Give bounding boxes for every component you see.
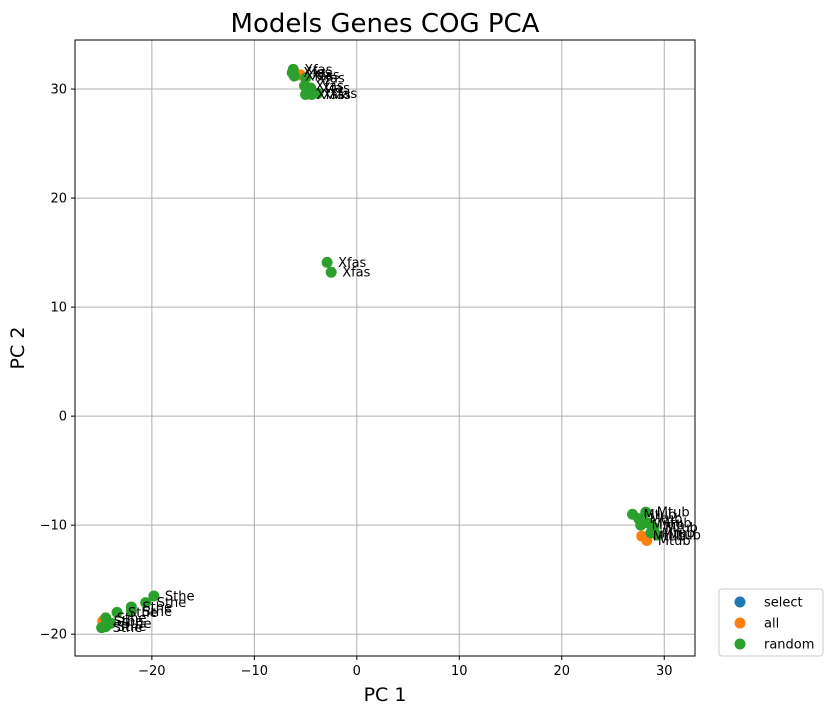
point-label: Sthe [165, 590, 195, 605]
point-label: Mtub [652, 519, 685, 534]
legend-label-select: select [764, 596, 803, 611]
y-axis-title: PC 2 [7, 327, 29, 370]
data-point-random [288, 70, 300, 82]
point-label: Sthe [157, 596, 187, 611]
point-label: Sthe [142, 600, 172, 615]
point-label: Xfas [316, 79, 344, 94]
point-label: Xfas [338, 256, 366, 271]
point-label: Xfas [322, 81, 350, 96]
grid-lines [75, 40, 695, 656]
point-label: Xfas [311, 68, 339, 83]
x-tick-label: 10 [451, 664, 468, 679]
y-tick-label: 20 [50, 192, 67, 207]
point-label: Mtub [668, 528, 701, 543]
data-point-random [111, 606, 123, 618]
y-tick-label: 10 [50, 301, 67, 316]
data-point-random [325, 266, 337, 278]
point-label: Sthe [122, 617, 152, 632]
point-label: Xfas [317, 88, 345, 103]
data-point-random [148, 590, 160, 602]
point-label: Mtub [665, 521, 698, 536]
x-tick-label: 20 [554, 664, 571, 679]
point-label: Mtub [650, 512, 683, 527]
y-axis-ticks: −20 −10 0 10 20 30 [40, 83, 75, 643]
data-point-random [321, 256, 333, 268]
point-label: Sthe [142, 605, 172, 620]
legend-marker-all [734, 617, 746, 629]
point-label: Mtub [662, 526, 695, 541]
x-tick-label: 30 [656, 664, 673, 679]
point-label: Mtub [658, 534, 691, 549]
data-point-random [96, 622, 108, 634]
point-label: Xfas [304, 63, 332, 78]
y-tick-label: 0 [59, 410, 67, 425]
x-tick-label: −20 [138, 664, 165, 679]
point-label: Mtub [659, 516, 692, 531]
legend-label-all: all [764, 617, 779, 632]
data-point-random [125, 605, 137, 617]
data-point-random [312, 87, 324, 99]
y-tick-label: −20 [40, 628, 67, 643]
chart-title: Models Genes COG PCA [231, 9, 540, 39]
data-points [96, 63, 663, 634]
x-tick-label: −10 [241, 664, 268, 679]
point-label: Mtub [657, 506, 690, 521]
legend-marker-select [734, 596, 746, 608]
point-label: Mtub [653, 530, 686, 545]
point-label: Mtub [643, 508, 676, 523]
x-tick-label: 0 [353, 664, 361, 679]
legend-label-random: random [764, 638, 814, 653]
point-label: Sthe [117, 611, 147, 626]
legend: select all random [718, 588, 824, 657]
x-axis-title: PC 1 [364, 684, 407, 706]
point-label: Sthe [128, 606, 158, 621]
data-point-random [140, 597, 152, 609]
point-label: Sthe [114, 615, 144, 630]
point-label: Xfas [303, 66, 331, 81]
legend-marker-random [734, 638, 746, 650]
point-label: Xfas [305, 69, 333, 84]
y-tick-label: 30 [50, 83, 67, 98]
data-point-random [651, 529, 663, 541]
point-label: Xfas [342, 266, 370, 281]
data-point-random [640, 506, 652, 518]
y-tick-label: −10 [40, 519, 67, 534]
point-labels: XfasStheMtubMtubXfasXfasXfasXfasXfasXfas… [113, 63, 701, 636]
point-label: Xfas [323, 88, 351, 103]
point-label: Sthe [117, 620, 147, 635]
point-label: Sthe [113, 621, 143, 636]
legend-box [718, 588, 824, 657]
point-label: Xfas [329, 87, 357, 102]
plot-frame [74, 39, 696, 657]
point-label: Xfas [317, 72, 345, 87]
x-axis-ticks: −20 −10 0 10 20 30 [138, 656, 673, 679]
